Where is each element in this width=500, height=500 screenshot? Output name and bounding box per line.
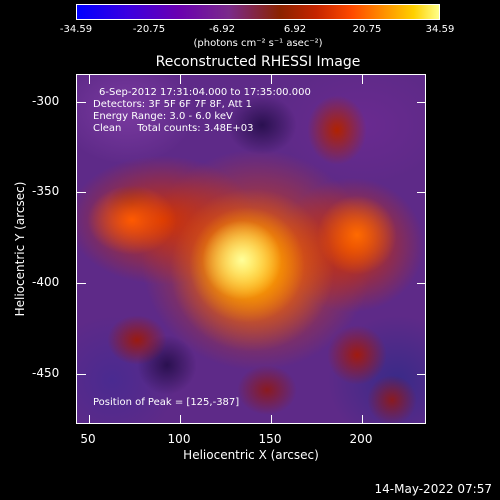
colorbar-unit: (photons cm⁻² s⁻¹ asec⁻²): [193, 38, 323, 49]
colorbar-tick: 6.92: [283, 24, 307, 35]
x-tick-label: 200: [349, 432, 373, 446]
x-tick-label: 50: [80, 432, 96, 446]
info-time-range: 6-Sep-2012 17:31:04.000 to 17:35:00.000: [99, 87, 311, 98]
colorbar-tick: -6.92: [209, 24, 235, 35]
info-clean-counts: Clean Total counts: 3.48E+03: [93, 123, 254, 134]
y-axis-label: Heliocentric Y (arcsec): [13, 181, 27, 317]
info-energy-range: Energy Range: 3.0 - 6.0 keV: [93, 111, 233, 122]
image-title: Reconstructed RHESSI Image: [155, 54, 361, 70]
peak-position: Position of Peak = [125,-387]: [93, 397, 240, 408]
solar-image: 6-Sep-2012 17:31:04.000 to 17:35:00.000 …: [76, 74, 426, 424]
colorbar: [76, 4, 440, 20]
x-tick-label: 100: [167, 432, 191, 446]
y-tick-label: -400: [32, 275, 60, 289]
info-detectors: Detectors: 3F 5F 6F 7F 8F, Att 1: [93, 99, 253, 110]
y-tick-label: -350: [32, 184, 60, 198]
x-tick-label: 150: [258, 432, 282, 446]
y-tick-label: -450: [32, 366, 60, 380]
colorbar-tick: -20.75: [132, 24, 166, 35]
timestamp: 14-May-2022 07:57: [374, 482, 492, 496]
y-tick-label: -300: [32, 94, 60, 108]
x-axis-label: Heliocentric X (arcsec): [183, 448, 319, 462]
colorbar-tick: 20.75: [352, 24, 382, 35]
colorbar-tick: -34.59: [59, 24, 93, 35]
colorbar-tick: 34.59: [425, 24, 455, 35]
